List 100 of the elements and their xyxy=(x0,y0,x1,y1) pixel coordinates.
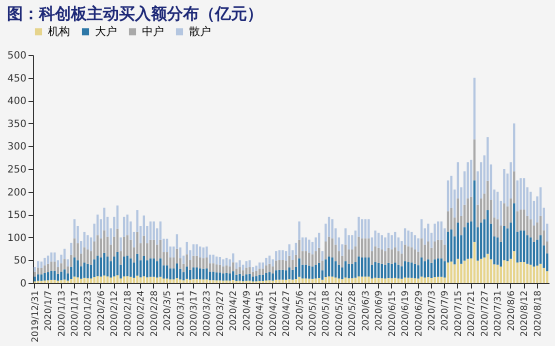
bar xyxy=(116,275,119,283)
bar xyxy=(268,272,271,280)
bar xyxy=(245,274,248,281)
bar xyxy=(374,262,376,278)
bar xyxy=(344,278,347,283)
bar xyxy=(152,258,155,277)
bar xyxy=(503,260,506,283)
bar xyxy=(440,258,443,277)
x-tick-label: 2019/12/31 xyxy=(30,290,41,342)
bar xyxy=(248,267,251,274)
x-tick-label: 2020/2/24 xyxy=(136,290,147,337)
bar xyxy=(225,272,228,280)
chart-title: 图：科创板主动买入额分布（亿元） xyxy=(6,4,263,23)
bar xyxy=(40,262,43,268)
bar xyxy=(282,280,284,283)
bar xyxy=(446,180,450,212)
bar xyxy=(122,256,126,276)
bar xyxy=(156,261,158,278)
bar xyxy=(360,238,364,258)
bar xyxy=(242,276,244,282)
bar xyxy=(539,264,542,283)
bar xyxy=(397,251,400,265)
bar xyxy=(166,252,168,266)
bar xyxy=(463,260,466,283)
bar xyxy=(110,278,112,283)
bar xyxy=(384,251,386,265)
bar xyxy=(427,277,430,283)
bar xyxy=(466,258,469,283)
bar xyxy=(520,210,522,231)
bar xyxy=(245,261,248,268)
bar xyxy=(328,236,330,257)
y-tick-label: 50 xyxy=(14,256,26,267)
bar xyxy=(480,258,482,283)
bar xyxy=(166,278,168,283)
x-tick-label: 2020/3/27 xyxy=(216,290,226,337)
bar xyxy=(394,262,396,278)
bar xyxy=(513,251,516,283)
bar xyxy=(407,230,410,246)
bar xyxy=(162,278,165,283)
bar xyxy=(44,265,46,273)
bar xyxy=(100,276,102,283)
x-tick-label: 2020/2/28 xyxy=(150,290,160,337)
bar xyxy=(96,256,99,276)
bar xyxy=(473,78,476,140)
bar xyxy=(522,262,526,283)
bar xyxy=(384,264,386,278)
bar xyxy=(83,262,86,278)
bar xyxy=(407,262,410,278)
bar xyxy=(304,251,307,265)
x-tick-label: 2020/3/17 xyxy=(189,290,200,337)
x-tick-label: 2020/6/15 xyxy=(388,290,398,337)
bar xyxy=(225,280,228,283)
bar xyxy=(483,257,486,283)
bar xyxy=(196,244,198,256)
bar xyxy=(364,238,366,258)
bar xyxy=(126,235,128,256)
bar xyxy=(546,271,548,283)
x-tick-label: 2020/1/7 xyxy=(44,290,54,331)
bar xyxy=(417,238,420,252)
bar xyxy=(212,263,214,272)
bar xyxy=(400,278,403,283)
bar xyxy=(149,240,152,258)
bar xyxy=(152,276,155,283)
bar xyxy=(225,258,228,266)
y-tick-label: 300 xyxy=(7,142,26,153)
bar xyxy=(536,266,538,283)
bar xyxy=(232,280,234,283)
bar xyxy=(473,242,476,283)
bar xyxy=(228,266,231,274)
bar xyxy=(40,274,43,281)
bar xyxy=(311,266,314,279)
bar xyxy=(238,267,241,274)
bar xyxy=(304,278,307,283)
bar xyxy=(126,276,128,283)
bar xyxy=(348,264,350,278)
bar xyxy=(486,254,489,283)
bar xyxy=(60,272,62,280)
bar xyxy=(410,278,413,283)
bar xyxy=(196,267,198,280)
y-tick-label: 200 xyxy=(7,187,26,198)
bar xyxy=(189,280,192,283)
bar xyxy=(255,266,258,271)
bar xyxy=(278,280,281,283)
bar xyxy=(360,276,364,283)
bar xyxy=(169,279,172,283)
bar xyxy=(304,264,307,278)
bar xyxy=(516,180,519,212)
bar xyxy=(520,230,522,262)
x-tick-label: 2020/1/13 xyxy=(57,290,68,337)
bar xyxy=(93,259,96,278)
bar xyxy=(520,262,522,283)
bar xyxy=(314,278,317,283)
bar xyxy=(378,232,380,248)
bar xyxy=(321,251,324,261)
bar xyxy=(331,257,334,277)
bar xyxy=(225,265,228,273)
bar xyxy=(202,279,204,283)
bar xyxy=(341,279,344,283)
bar xyxy=(288,279,290,283)
bar xyxy=(288,267,290,280)
